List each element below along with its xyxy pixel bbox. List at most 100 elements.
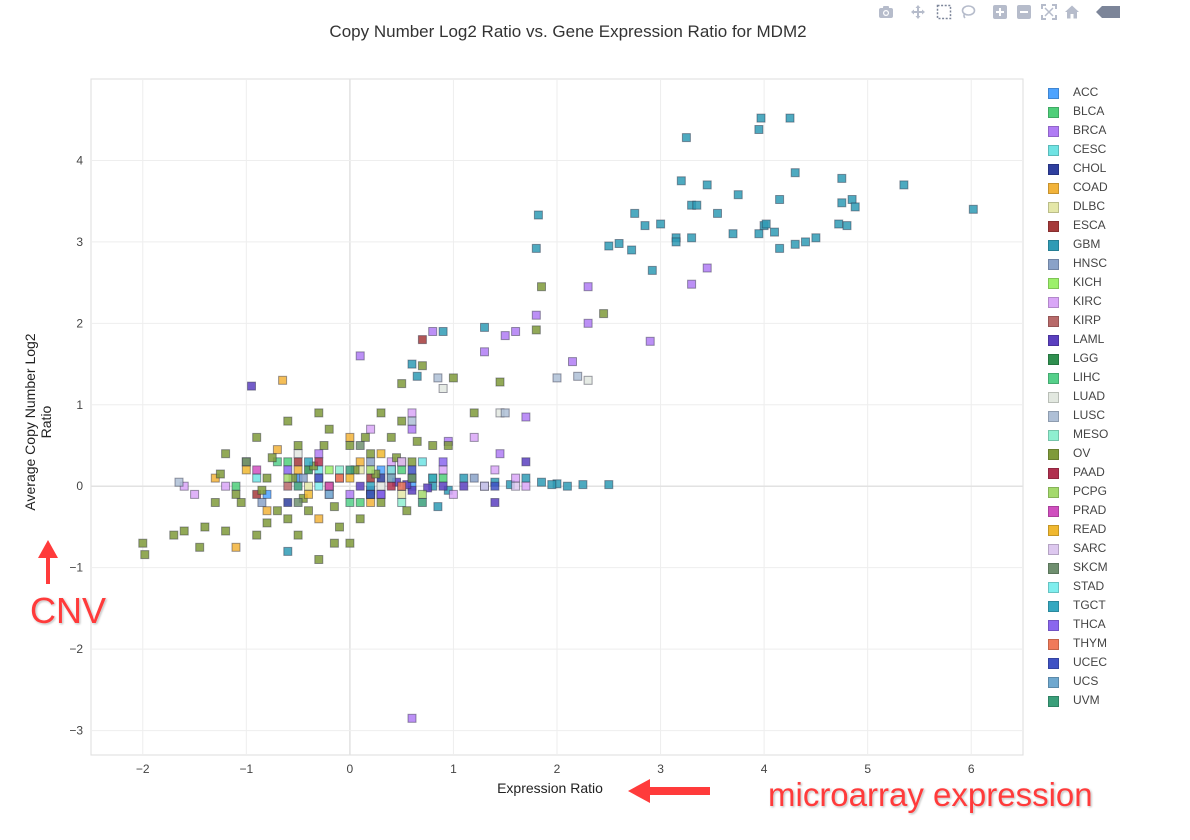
data-point[interactable] <box>324 481 334 491</box>
home-icon[interactable] <box>1064 4 1080 20</box>
data-point[interactable] <box>366 489 376 499</box>
data-point[interactable] <box>376 498 386 507</box>
data-point[interactable] <box>537 477 546 487</box>
legend-item-acc[interactable]: ACC <box>1046 84 1176 103</box>
data-point[interactable] <box>174 477 184 487</box>
data-point[interactable] <box>531 243 541 253</box>
data-point[interactable] <box>511 473 521 483</box>
data-point[interactable] <box>392 453 401 463</box>
data-point[interactable] <box>366 449 376 459</box>
data-point[interactable] <box>533 210 543 220</box>
data-point[interactable] <box>438 457 448 467</box>
data-point[interactable] <box>314 408 324 418</box>
data-point[interactable] <box>293 441 303 450</box>
data-point[interactable] <box>713 208 722 218</box>
data-point[interactable] <box>790 168 800 178</box>
data-point[interactable] <box>366 457 376 467</box>
legend-item-lusc[interactable]: LUSC <box>1046 407 1176 426</box>
data-point[interactable] <box>252 465 262 475</box>
data-point[interactable] <box>309 461 319 471</box>
data-point[interactable] <box>345 489 355 499</box>
legend-item-blca[interactable]: BLCA <box>1046 103 1176 122</box>
data-point[interactable] <box>283 514 293 524</box>
data-point[interactable] <box>293 457 303 467</box>
legend-item-ucs[interactable]: UCS <box>1046 673 1176 692</box>
data-point[interactable] <box>397 457 407 467</box>
data-point[interactable] <box>604 480 614 490</box>
data-point[interactable] <box>314 473 324 483</box>
data-point[interactable] <box>386 465 396 475</box>
data-point[interactable] <box>469 473 479 483</box>
data-point[interactable] <box>676 176 686 186</box>
box-select-icon[interactable] <box>936 4 952 20</box>
data-point[interactable] <box>702 263 712 273</box>
data-point[interactable] <box>169 530 179 540</box>
data-point[interactable] <box>837 198 847 208</box>
data-point[interactable] <box>366 481 376 491</box>
data-point[interactable] <box>283 416 293 426</box>
data-point[interactable] <box>656 219 666 229</box>
data-point[interactable] <box>319 441 329 450</box>
data-point[interactable] <box>459 473 469 483</box>
data-point[interactable] <box>335 473 344 483</box>
data-point[interactable] <box>469 408 479 418</box>
data-point[interactable] <box>293 498 303 507</box>
data-point[interactable] <box>671 237 681 247</box>
data-point[interactable] <box>562 481 572 491</box>
data-point[interactable] <box>417 498 427 507</box>
data-point[interactable] <box>521 412 531 422</box>
data-point[interactable] <box>968 204 978 214</box>
data-point[interactable] <box>837 173 847 183</box>
data-point[interactable] <box>241 465 251 475</box>
legend-item-sarc[interactable]: SARC <box>1046 540 1176 559</box>
data-point[interactable] <box>583 375 593 385</box>
data-point[interactable] <box>138 538 148 548</box>
data-point[interactable] <box>345 465 355 475</box>
data-point[interactable] <box>247 381 256 391</box>
legend-item-kirp[interactable]: KIRP <box>1046 312 1176 331</box>
data-point[interactable] <box>495 377 505 387</box>
data-point[interactable] <box>345 473 355 483</box>
data-point[interactable] <box>278 375 288 385</box>
data-point[interactable] <box>140 550 150 560</box>
collapse-icon[interactable] <box>1096 4 1120 20</box>
data-point[interactable] <box>490 481 500 491</box>
data-point[interactable] <box>811 233 821 243</box>
data-point[interactable] <box>702 180 712 190</box>
data-point[interactable] <box>407 359 417 369</box>
data-point[interactable] <box>376 465 386 475</box>
data-point[interactable] <box>386 473 396 483</box>
data-point[interactable] <box>293 449 303 459</box>
legend-item-laml[interactable]: LAML <box>1046 331 1176 350</box>
data-point[interactable] <box>438 481 448 491</box>
data-point[interactable] <box>293 465 303 475</box>
data-point[interactable] <box>283 498 293 507</box>
data-point[interactable] <box>428 473 438 483</box>
data-point[interactable] <box>397 489 407 499</box>
data-point[interactable] <box>728 229 738 239</box>
legend-item-kirc[interactable]: KIRC <box>1046 293 1176 312</box>
data-point[interactable] <box>262 489 272 499</box>
data-point[interactable] <box>412 436 422 446</box>
pan-icon[interactable] <box>910 4 926 20</box>
data-point[interactable] <box>366 465 376 475</box>
data-point[interactable] <box>480 347 489 357</box>
data-point[interactable] <box>537 282 546 292</box>
legend-item-thym[interactable]: THYM <box>1046 635 1176 654</box>
data-point[interactable] <box>511 481 521 491</box>
data-point[interactable] <box>221 481 231 491</box>
data-point[interactable] <box>531 325 541 335</box>
data-point[interactable] <box>500 408 510 418</box>
data-point[interactable] <box>438 327 448 336</box>
data-point[interactable] <box>692 200 702 210</box>
data-point[interactable] <box>687 233 697 243</box>
data-point[interactable] <box>417 335 427 345</box>
data-point[interactable] <box>314 457 324 467</box>
data-point[interactable] <box>583 282 593 292</box>
data-point[interactable] <box>335 522 344 532</box>
data-point[interactable] <box>834 219 844 229</box>
data-point[interactable] <box>428 441 438 450</box>
data-point[interactable] <box>345 498 355 507</box>
data-point[interactable] <box>407 465 417 475</box>
data-point[interactable] <box>371 469 381 479</box>
